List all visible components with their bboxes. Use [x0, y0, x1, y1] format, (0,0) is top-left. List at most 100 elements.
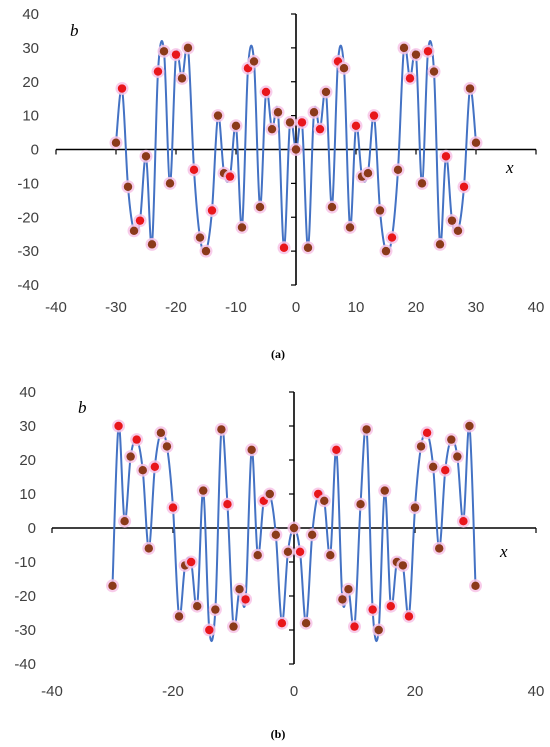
data-point [417, 179, 427, 188]
data-point [345, 223, 355, 232]
data-point [271, 530, 281, 539]
data-point [108, 581, 117, 590]
data-point [129, 226, 139, 235]
y-tick-label: 40 [19, 384, 36, 401]
data-point [193, 602, 202, 611]
data-point [267, 124, 277, 134]
x-tick-label: 30 [468, 299, 485, 316]
data-point [120, 517, 129, 526]
data-point [253, 551, 262, 560]
data-point [165, 179, 175, 188]
data-point [126, 452, 135, 461]
data-point [307, 530, 317, 539]
y-tick-label: 10 [22, 108, 39, 125]
data-point [213, 111, 223, 120]
data-point [441, 152, 451, 161]
data-point [205, 625, 214, 635]
data-point [411, 50, 421, 59]
x-tick-label: 0 [292, 299, 300, 316]
data-point [339, 63, 349, 73]
data-point [374, 625, 383, 635]
data-point [459, 182, 469, 191]
x-tick-label: 40 [528, 683, 545, 700]
data-point [301, 619, 311, 628]
data-point [428, 462, 438, 471]
data-point [465, 84, 475, 93]
x-tick-label: -40 [45, 299, 67, 316]
data-point [471, 581, 480, 590]
data-point [386, 602, 395, 611]
data-point [229, 622, 238, 631]
data-point [399, 43, 409, 53]
data-point [177, 74, 187, 83]
data-point [363, 169, 373, 178]
x-tick-label: -40 [41, 683, 63, 700]
panel-caption: (a) [271, 347, 285, 361]
x-tick-label: -20 [162, 683, 184, 700]
data-point [321, 87, 331, 97]
data-point [380, 486, 389, 495]
data-point [356, 500, 365, 509]
y-tick-label: 30 [22, 40, 39, 57]
y-tick-label: -30 [14, 622, 36, 639]
data-point [291, 145, 301, 154]
data-point [223, 500, 232, 509]
data-point [453, 226, 463, 235]
data-point [211, 605, 220, 614]
data-point [123, 182, 133, 191]
data-point [423, 47, 433, 56]
data-point [247, 445, 256, 454]
data-point [186, 557, 196, 567]
data-point [207, 206, 217, 215]
y-tick-label: -40 [14, 656, 36, 673]
data-point [398, 561, 408, 570]
data-point [156, 428, 166, 437]
data-point [231, 121, 241, 130]
y-tick-label: -20 [17, 209, 39, 226]
x-tick-label: 10 [348, 299, 365, 316]
data-point [183, 43, 193, 53]
data-point [351, 121, 361, 130]
data-point [138, 466, 147, 475]
x-tick-label: 40 [528, 299, 545, 316]
y-axis-label: b [70, 21, 79, 40]
data-point [429, 67, 439, 76]
chart-panel-a: -40 -30 -20 -10 0 10 20 30 40 -40 -30 -20 -10 0 10 20 30… [17, 6, 544, 361]
data-point [344, 585, 353, 594]
data-point [162, 442, 172, 451]
data-point [189, 165, 199, 175]
data-point [150, 462, 160, 471]
chart-panel-b: -40 -20 0 20 40 -40 -30 -20 -10 0 10 20 30 40 x b (b) [14, 384, 544, 741]
data-point [326, 551, 335, 560]
data-point [174, 612, 184, 621]
data-point [465, 421, 474, 431]
data-point [332, 445, 341, 454]
y-tick-label: 40 [22, 6, 39, 23]
y-tick-label: 20 [22, 74, 39, 91]
data-point [199, 486, 208, 495]
data-point [289, 523, 299, 533]
data-point [159, 47, 169, 56]
data-point [255, 202, 265, 212]
data-point [111, 138, 121, 147]
data-point [277, 619, 287, 628]
data-point [279, 243, 289, 252]
data-point [416, 442, 426, 451]
data-point [285, 118, 295, 127]
y-tick-label: -10 [14, 554, 36, 571]
data-point [225, 172, 235, 181]
data-point [141, 152, 151, 161]
data-point [338, 595, 347, 604]
data-point [362, 425, 371, 434]
data-point [114, 421, 123, 431]
data-point [368, 605, 377, 614]
y-tick-label: -30 [17, 243, 39, 260]
y-tick-label: 10 [19, 486, 36, 503]
data-point [369, 111, 379, 120]
data-point [393, 165, 403, 175]
x-tick-label: 20 [407, 683, 424, 700]
y-tick-label: -40 [17, 277, 39, 294]
y-tick-label: -20 [14, 588, 36, 605]
data-point [435, 544, 444, 553]
